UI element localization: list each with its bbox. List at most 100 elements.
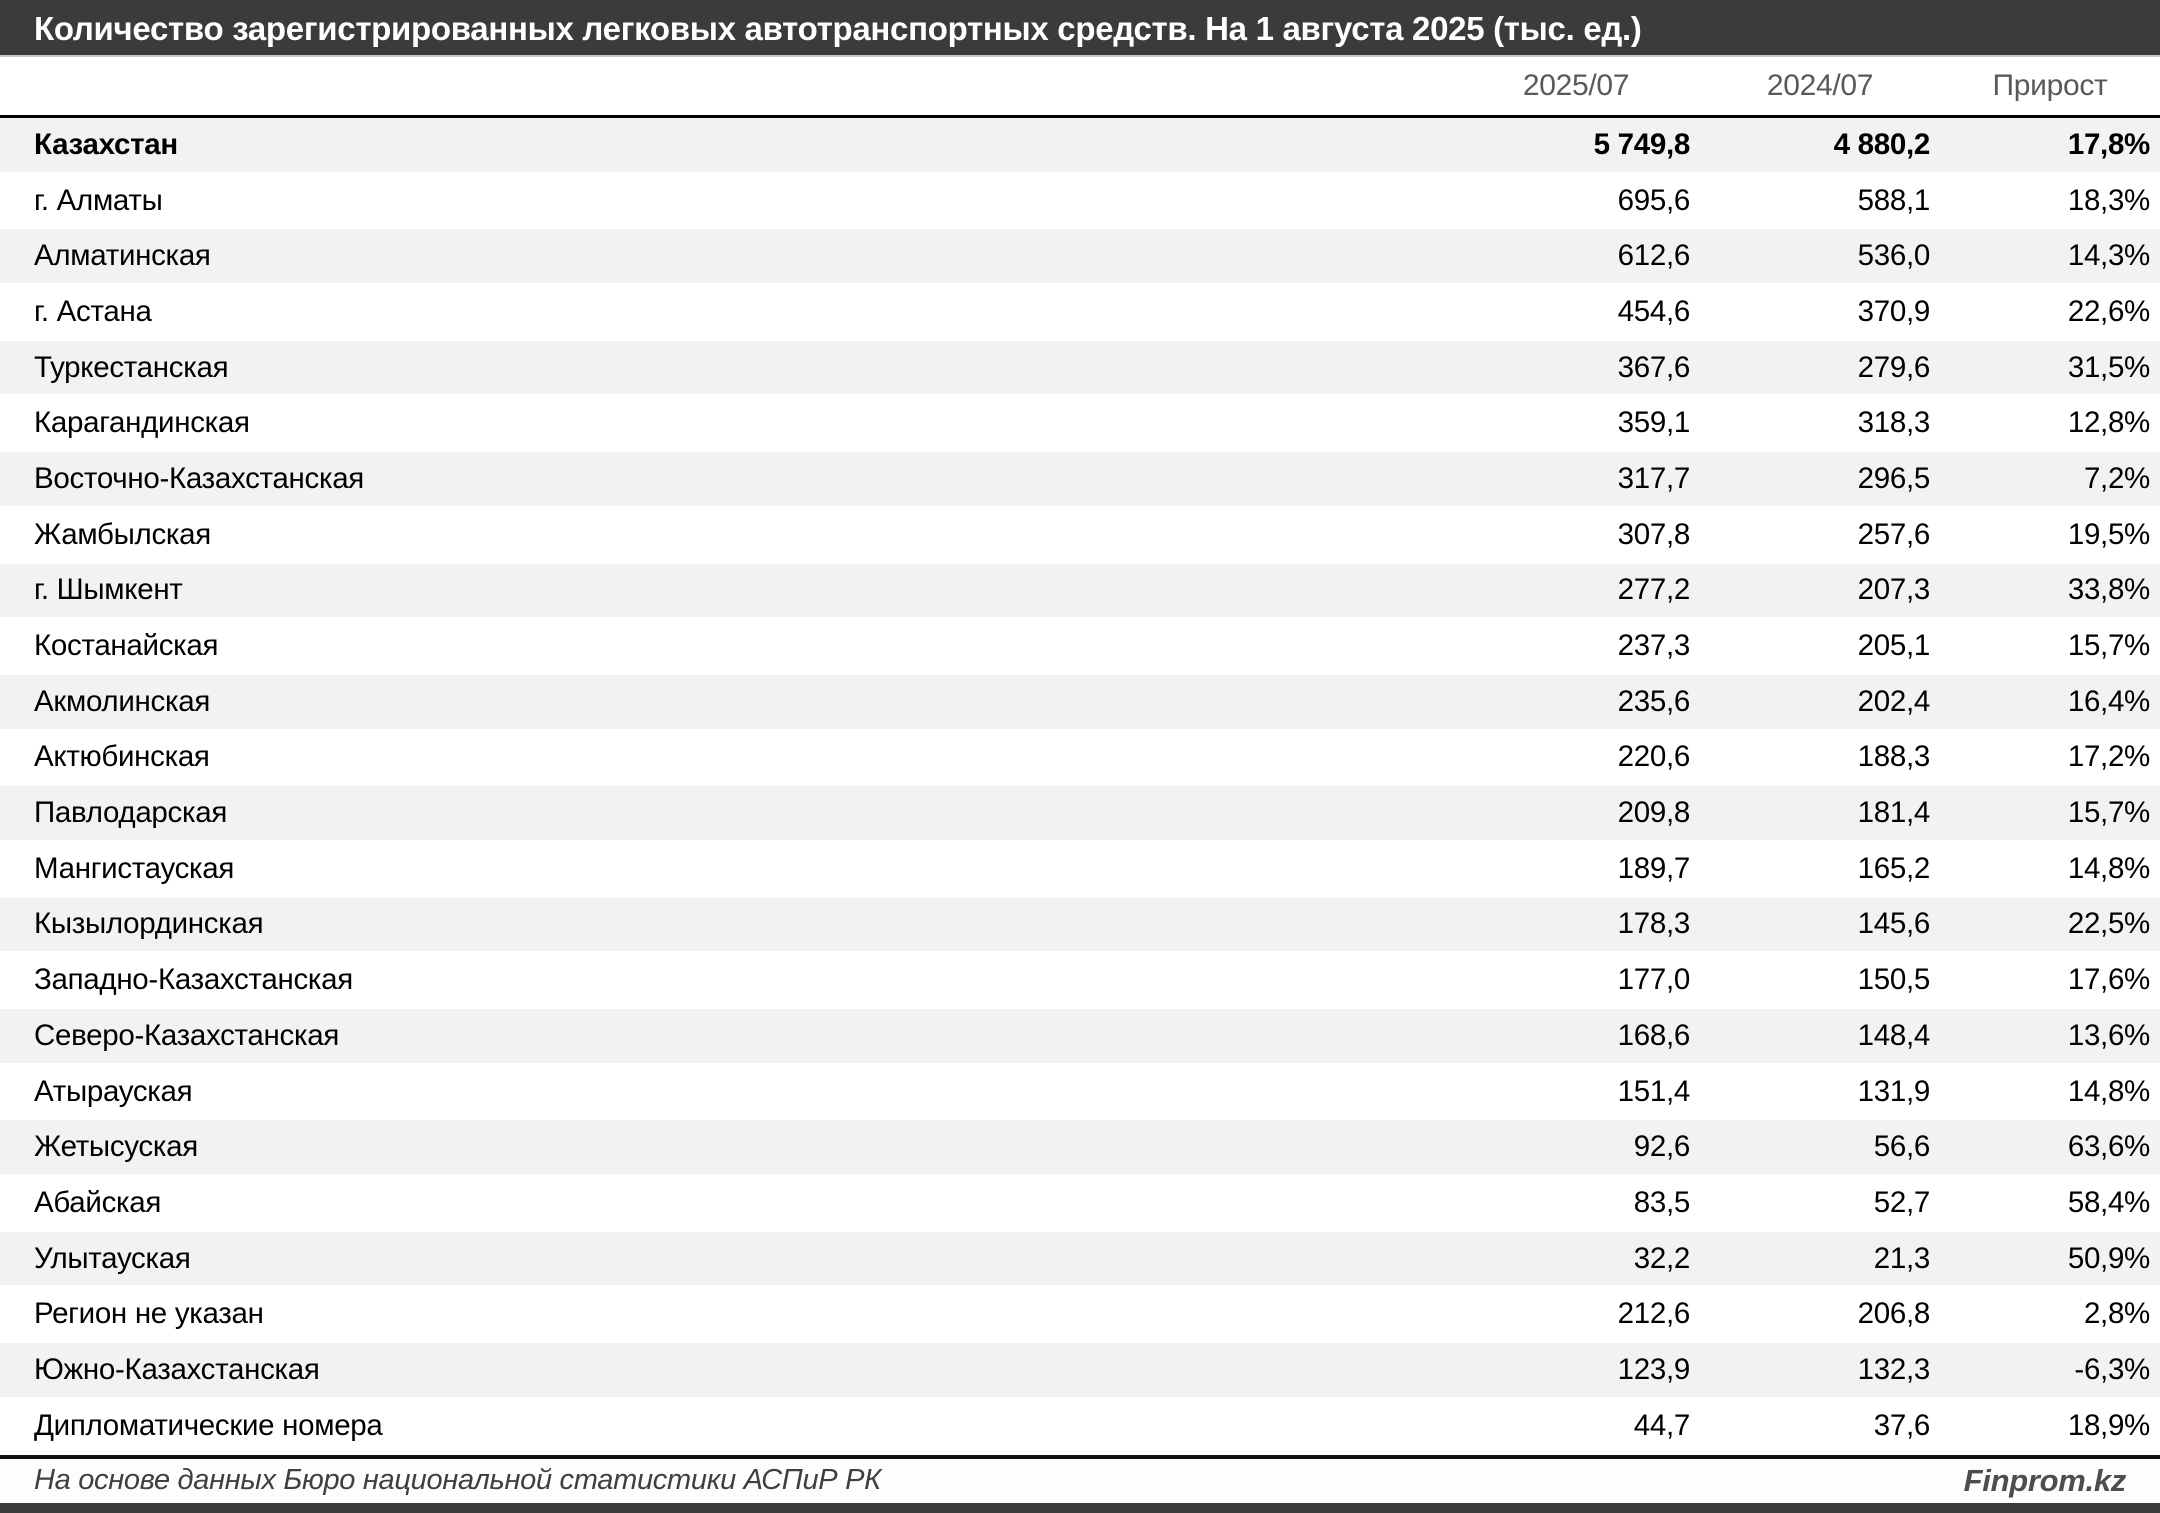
value-2024-cell: 56,6	[1873, 1130, 1931, 1164]
value-2024-cell: 52,7	[1873, 1185, 1931, 1219]
table-row: Казахстан 5 749,8 4 880,2 17,8%	[0, 118, 2160, 174]
value-2025-cell: 5 749,8	[1593, 127, 1691, 161]
value-2024-cell: 148,4	[1857, 1018, 1931, 1052]
region-cell: г. Алматы	[34, 183, 163, 217]
value-2025-cell: 612,6	[1617, 239, 1691, 273]
value-2024-cell: 145,6	[1857, 907, 1931, 941]
growth-cell: 22,5%	[2067, 907, 2150, 941]
region-cell: Карагандинская	[34, 406, 250, 440]
growth-cell: 2,8%	[2083, 1297, 2150, 1331]
value-2024-cell: 202,4	[1857, 684, 1931, 718]
value-2024-cell: 188,3	[1857, 740, 1931, 774]
value-2025-cell: 277,2	[1617, 573, 1691, 607]
value-2025-cell: 307,8	[1617, 517, 1691, 551]
region-cell: Жетысуская	[34, 1130, 198, 1164]
value-2025-cell: 209,8	[1617, 796, 1691, 830]
value-2024-cell: 588,1	[1857, 183, 1931, 217]
value-2024-cell: 536,0	[1857, 239, 1931, 273]
value-2024-cell: 165,2	[1857, 851, 1931, 885]
value-2025-cell: 178,3	[1617, 907, 1691, 941]
column-header-2025-07: 2025/07	[1522, 69, 1630, 102]
column-header-2024-07: 2024/07	[1766, 69, 1874, 102]
value-2024-cell: 206,8	[1857, 1297, 1931, 1331]
table-body: Казахстан 5 749,8 4 880,2 17,8% г. Алматы 695…	[0, 118, 2160, 1455]
table-row: Атырауская 151,4 131,9 14,8%	[0, 1064, 2160, 1121]
value-2024-cell: 21,3	[1873, 1241, 1931, 1275]
region-cell: Дипломатические номера	[34, 1408, 383, 1442]
growth-cell: 18,3%	[2067, 183, 2150, 217]
region-cell: Мангистауская	[34, 851, 235, 885]
region-cell: Южно-Казахстанская	[34, 1352, 320, 1386]
column-header-growth: Прирост	[1992, 69, 2108, 102]
table-row: Западно-Казахстанская 177,0 150,5 17,6%	[0, 953, 2160, 1009]
region-cell: Регион не указан	[34, 1297, 264, 1331]
region-cell: Атырауская	[34, 1074, 193, 1108]
growth-cell: 16,4%	[2067, 684, 2150, 718]
table-row: г. Шымкент 277,2 207,3 33,8%	[0, 563, 2160, 620]
value-2024-cell: 205,1	[1857, 629, 1931, 663]
value-2025-cell: 695,6	[1617, 183, 1691, 217]
region-cell: Актюбинская	[34, 740, 210, 774]
region-cell: г. Шымкент	[34, 573, 183, 607]
footer-bar: На основе данных Бюро национальной стати…	[0, 1454, 2160, 1503]
region-cell: Кызылординская	[34, 907, 264, 941]
growth-cell: 7,2%	[2083, 461, 2150, 495]
value-2024-cell: 181,4	[1857, 796, 1931, 830]
value-2024-cell: 37,6	[1873, 1408, 1931, 1442]
region-cell: Павлодарская	[34, 796, 228, 830]
value-2025-cell: 168,6	[1617, 1018, 1691, 1052]
region-cell: г. Астана	[34, 294, 152, 328]
region-cell: Костанайская	[34, 629, 219, 663]
value-2025-cell: 92,6	[1633, 1130, 1691, 1164]
table-row: Жетысуская 92,6 56,6 63,6%	[0, 1120, 2160, 1177]
region-cell: Туркестанская	[34, 350, 229, 384]
table-row: Восточно-Казахстанская 317,7 296,5 7,2%	[0, 452, 2160, 508]
growth-cell: 15,7%	[2067, 796, 2150, 830]
table-row: Костанайская 237,3 205,1 15,7%	[0, 619, 2160, 675]
table-row: г. Астана 454,6 370,9 22,6%	[0, 285, 2160, 341]
value-2025-cell: 317,7	[1617, 461, 1691, 495]
growth-cell: 63,6%	[2067, 1130, 2150, 1164]
value-2025-cell: 83,5	[1633, 1185, 1691, 1219]
region-cell: Алматинская	[34, 239, 211, 273]
table-row: Мангистауская 189,7 165,2 14,8%	[0, 841, 2160, 898]
table-row: Акмолинская 235,6 202,4 16,4%	[0, 674, 2160, 731]
table-row: Туркестанская 367,6 279,6 31,5%	[0, 340, 2160, 397]
region-cell: Восточно-Казахстанская	[34, 461, 364, 495]
value-2025-cell: 189,7	[1617, 851, 1691, 885]
growth-cell: 50,9%	[2067, 1241, 2150, 1275]
region-cell: Северо-Казахстанская	[34, 1018, 340, 1052]
table-row: Актюбинская 220,6 188,3 17,2%	[0, 730, 2160, 787]
growth-cell: 19,5%	[2067, 517, 2150, 551]
growth-cell: 58,4%	[2067, 1185, 2150, 1219]
value-2025-cell: 123,9	[1617, 1352, 1691, 1386]
growth-cell: 14,8%	[2067, 851, 2150, 885]
table-row: Абайская 83,5 52,7 58,4%	[0, 1176, 2160, 1232]
bottom-accent-bar	[0, 1502, 2160, 1513]
value-2025-cell: 220,6	[1617, 740, 1691, 774]
growth-cell: 17,2%	[2067, 740, 2150, 774]
growth-cell: 22,6%	[2067, 294, 2150, 328]
table-row: Дипломатические номера 44,7 37,6 18,9%	[0, 1398, 2160, 1455]
region-cell: Казахстан	[34, 127, 178, 161]
value-2025-cell: 359,1	[1617, 406, 1691, 440]
value-2024-cell: 257,6	[1857, 517, 1931, 551]
growth-cell: 18,9%	[2067, 1408, 2150, 1442]
value-2025-cell: 367,6	[1617, 350, 1691, 384]
region-cell: Улытауская	[34, 1241, 191, 1275]
value-2025-cell: 235,6	[1617, 684, 1691, 718]
growth-cell: 33,8%	[2067, 573, 2150, 607]
value-2024-cell: 4 880,2	[1833, 127, 1931, 161]
growth-cell: 14,8%	[2067, 1074, 2150, 1108]
value-2025-cell: 177,0	[1617, 963, 1691, 997]
page-title: Количество зарегистрированных легковых а…	[0, 0, 2160, 57]
growth-cell: 17,6%	[2067, 963, 2150, 997]
growth-cell: 15,7%	[2067, 629, 2150, 663]
table-row: Улытауская 32,2 21,3 50,9%	[0, 1231, 2160, 1288]
value-2024-cell: 279,6	[1857, 350, 1931, 384]
table-row: Карагандинская 359,1 318,3 12,8%	[0, 396, 2160, 453]
value-2024-cell: 370,9	[1857, 294, 1931, 328]
value-2025-cell: 44,7	[1633, 1408, 1691, 1442]
value-2024-cell: 132,3	[1857, 1352, 1931, 1386]
